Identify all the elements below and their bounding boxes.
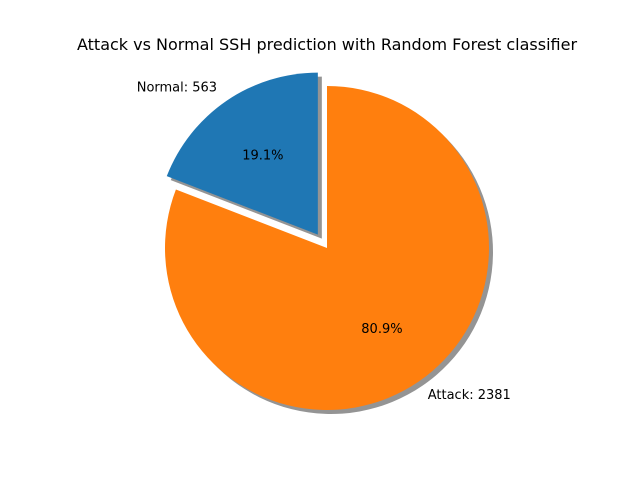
slice-percent-label: 19.1% xyxy=(242,148,283,163)
chart-title: Attack vs Normal SSH prediction with Ran… xyxy=(77,35,577,54)
pie-slice-normal xyxy=(166,72,318,235)
pie-slice-attack xyxy=(165,86,490,410)
pie-labels: Normal: 563 19.1% Attack: 2381 80.9% xyxy=(137,81,511,403)
slice-percent-label: 80.9% xyxy=(361,322,402,337)
pie-slices xyxy=(165,72,490,410)
slice-label: Attack: 2381 xyxy=(428,388,511,403)
slice-label: Normal: 563 xyxy=(137,81,217,96)
